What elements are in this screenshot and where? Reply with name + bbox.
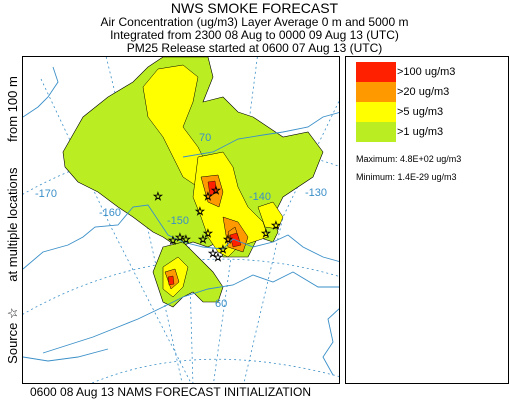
- legend-swatch-20: [356, 82, 396, 102]
- lon-label-140: -140: [249, 191, 271, 203]
- parallel-60: [23, 258, 339, 315]
- map-svg: ☆ ☆ ☆ ☆ ☆ ☆ ☆ ☆ ☆ ☆ ☆ ☆ ☆ ☆ ☆ -170 -160 …: [23, 57, 339, 383]
- legend-label-100: >100 ug/m3: [397, 66, 456, 78]
- star-icon: ☆: [213, 251, 223, 264]
- source-label: Source ☆ at multiple locations from 100 …: [5, 24, 21, 416]
- peninsula-coast: [42, 271, 339, 354]
- legend-row-1: >1 ug/m3: [356, 122, 501, 142]
- legend-minimum: Minimum: 1.4E-29 ug/m3: [356, 172, 457, 182]
- southeast-coast: [322, 308, 339, 376]
- legend-row-5: >5 ug/m3: [356, 102, 501, 122]
- star-icon: ☆: [5, 307, 20, 319]
- lon-label-150: -150: [167, 215, 189, 227]
- star-icon: ☆: [208, 247, 218, 260]
- lat-label-70: 70: [199, 132, 211, 144]
- source-word: Source: [5, 322, 20, 364]
- star-icon: ☆: [261, 227, 271, 240]
- siberia-coast: [23, 66, 59, 118]
- footer-initialization: 0600 08 Aug 13 NAMS FORECAST INITIALIZAT…: [30, 385, 311, 399]
- lon-label-170: -170: [35, 188, 57, 200]
- star-icon: ☆: [153, 190, 163, 203]
- star-icon: ☆: [181, 233, 191, 246]
- chart-title: NWS SMOKE FORECAST: [170, 0, 339, 16]
- star-icon: ☆: [195, 205, 205, 218]
- plume-gt5-east: [257, 201, 284, 230]
- map-panel: ☆ ☆ ☆ ☆ ☆ ☆ ☆ ☆ ☆ ☆ ☆ ☆ ☆ ☆ ☆ -170 -160 …: [22, 56, 340, 384]
- legend-swatch-100: [356, 62, 396, 82]
- star-icon: ☆: [203, 190, 213, 203]
- legend-swatch-1: [356, 122, 396, 142]
- source-height: from 100 m: [5, 76, 20, 142]
- legend-label-5: >5 ug/m3: [397, 106, 444, 118]
- star-icon: ☆: [198, 233, 208, 246]
- star-icon: ☆: [218, 243, 228, 256]
- alaska-coast: [23, 204, 339, 270]
- island-chain: [23, 348, 109, 362]
- lon-label-130: -130: [305, 187, 327, 199]
- source-markers: ☆ ☆ ☆ ☆ ☆ ☆ ☆ ☆ ☆ ☆ ☆ ☆ ☆ ☆ ☆: [153, 184, 282, 265]
- star-icon: ☆: [168, 234, 178, 247]
- subtitle-integration: Integrated from 2300 08 Aug to 0000 09 A…: [110, 28, 399, 42]
- star-icon: ☆: [175, 231, 185, 244]
- plume-gt100: [167, 180, 242, 286]
- lon-label-160: -160: [99, 207, 121, 219]
- plume-gt100-c: [167, 275, 175, 286]
- arctic-coast: [182, 112, 339, 158]
- legend-panel: >100 ug/m3 >20 ug/m3 >5 ug/m3 >1 ug/m3 M…: [345, 56, 509, 384]
- source-locations: at multiple locations: [5, 167, 20, 282]
- star-icon: ☆: [203, 227, 213, 240]
- legend-label-1: >1 ug/m3: [397, 126, 444, 138]
- star-icon: ☆: [271, 219, 281, 232]
- coastlines: [23, 66, 339, 376]
- plume-gt100-a: [207, 180, 218, 196]
- lat-label-60: 60: [215, 298, 227, 310]
- legend-label-20: >20 ug/m3: [397, 86, 450, 98]
- parallel-70: [23, 142, 339, 195]
- star-icon: ☆: [223, 233, 233, 246]
- axis-labels: -170 -160 -150 -140 -130 70 60: [35, 132, 327, 310]
- legend-row-100: >100 ug/m3: [356, 62, 501, 82]
- parallel-50: [91, 358, 339, 383]
- star-icon: ☆: [211, 184, 221, 197]
- legend-row-20: >20 ug/m3: [356, 82, 501, 102]
- legend-swatch-5: [356, 102, 396, 122]
- legend-maximum: Maximum: 4.8E+02 ug/m3: [356, 154, 462, 164]
- subtitle-concentration: Air Concentration (ug/m3) Layer Average …: [100, 15, 409, 29]
- subtitle-release: PM25 Release started at 0600 07 Aug 13 (…: [126, 41, 383, 55]
